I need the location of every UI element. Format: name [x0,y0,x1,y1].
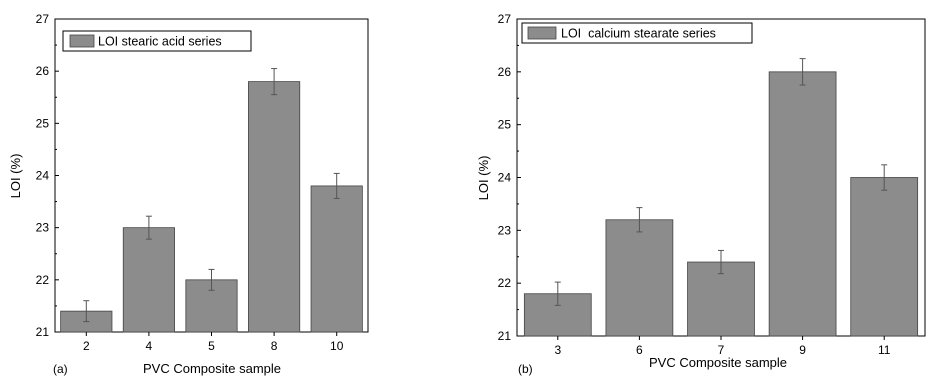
x-tick-label-b: 7 [718,343,725,357]
x-tick-label-b: 3 [554,343,561,357]
x-axis-b: 3 6 7 9 11 [554,336,891,357]
panel-label-a: (a) [53,362,68,376]
bars-a [60,81,363,333]
y-axis-title-b: LOI (%) [476,156,491,201]
bar-b-11 [850,177,919,337]
bar-a-4 [122,227,175,333]
legend-swatch-a [69,34,95,48]
legend-label-a: LOI stearic acid series [98,35,222,49]
y-tick-label-a: 27 [36,12,50,26]
bar-b-9 [768,71,837,337]
y-tick-label-a: 21 [36,325,50,339]
chart-panel-b: 21 22 23 24 25 26 27 3 6 7 9 11 LOI calcium steara… [476,12,926,376]
y-tick-label-b: 23 [498,223,512,237]
x-tick-label-a: 4 [146,339,153,353]
y-tick-label-b: 26 [498,65,512,79]
x-tick-label-b: 11 [878,343,891,357]
bar-b-7 [687,261,755,337]
legend-frame-a [62,30,252,52]
y-axis-title-a: LOI (%) [8,154,23,199]
y-axis-b: 21 22 23 24 25 26 27 [498,12,521,343]
bar-b-6 [605,219,674,337]
y-tick-label-a: 22 [36,273,50,287]
y-tick-label-a: 23 [36,221,50,235]
error-bars-b [554,58,888,306]
x-axis-a: 2 4 5 8 10 [83,332,344,353]
x-tick-label-a: 10 [330,339,344,353]
panel-label-b: (b) [518,362,533,376]
y-axis-a: 21 22 23 24 25 26 27 [36,12,59,339]
legend-a: LOI stearic acid series [62,30,252,52]
x-tick-label-a: 8 [271,339,278,353]
y-tick-label-a: 25 [36,116,50,130]
y-tick-label-b: 27 [498,12,512,26]
x-tick-label-b: 6 [636,343,643,357]
y-tick-label-b: 22 [498,276,512,290]
legend-b: LOI calcium stearate series [521,22,753,44]
error-bars-a [83,68,340,323]
y-tick-label-b: 25 [498,118,512,132]
x-axis-title-a: PVC Composite sample [143,361,281,376]
bar-a-10 [310,185,363,333]
y-tick-label-b: 21 [498,329,512,343]
y-tick-label-b: 24 [498,171,512,185]
x-axis-title-b: PVC Composite sample [649,355,787,370]
y-tick-label-a: 26 [36,64,50,78]
legend-swatch-b [527,26,557,40]
bars-b [523,71,919,337]
x-tick-label-a: 2 [83,339,90,353]
x-tick-label-b: 9 [799,343,806,357]
y-tick-label-a: 24 [36,169,50,183]
bar-a-8 [248,81,301,333]
x-tick-label-a: 5 [208,339,215,353]
legend-label-b: LOI calcium stearate series [561,27,716,41]
legend-frame-b [521,22,753,44]
